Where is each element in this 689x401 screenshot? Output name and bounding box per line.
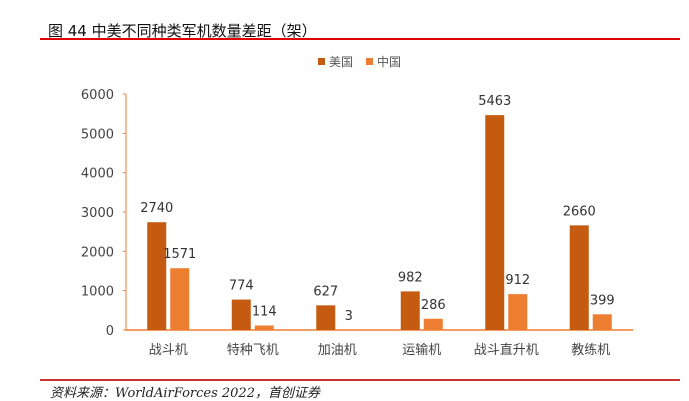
data-label: 2660	[563, 204, 596, 219]
y-tick-label: 2000	[81, 245, 114, 260]
data-label: 114	[252, 305, 277, 320]
y-tick-label: 6000	[81, 88, 114, 103]
bar-china	[592, 314, 612, 330]
bar-us	[316, 305, 336, 330]
bar-china	[508, 294, 528, 330]
x-tick-label: 教练机	[571, 342, 610, 358]
x-tick-label: 特种飞机	[227, 343, 279, 358]
y-tick-label: 0	[106, 324, 114, 339]
data-label: 5463	[478, 94, 511, 109]
data-label: 982	[398, 270, 423, 285]
x-tick-label: 战斗机	[149, 343, 188, 358]
source-divider	[40, 379, 680, 381]
y-tick-label: 3000	[81, 206, 114, 221]
legend-swatch	[318, 58, 325, 65]
bar-china	[170, 268, 190, 330]
bar-us	[485, 115, 505, 330]
bar-us	[569, 225, 589, 330]
data-label: 774	[229, 279, 254, 294]
y-tick-label: 1000	[81, 285, 114, 300]
legend-swatch	[366, 58, 373, 65]
data-label: 399	[590, 293, 615, 308]
bar-china	[254, 325, 274, 330]
data-label: 2740	[140, 201, 173, 216]
x-tick-label: 加油机	[318, 343, 357, 358]
title-divider	[40, 38, 680, 40]
data-label: 3	[345, 309, 353, 324]
data-label: 1571	[163, 247, 196, 262]
bar-us	[147, 222, 167, 330]
data-label: 286	[421, 298, 446, 313]
bar-china	[423, 318, 443, 330]
x-tick-label: 战斗直升机	[474, 343, 539, 358]
data-label: 627	[313, 284, 338, 299]
bar-us	[231, 299, 251, 330]
bar-us	[400, 291, 420, 330]
legend-label: 中国	[377, 54, 401, 69]
y-tick-label: 4000	[81, 167, 114, 182]
y-tick-label: 5000	[81, 127, 114, 142]
legend-label: 美国	[329, 55, 353, 69]
x-tick-label: 运输机	[402, 342, 441, 358]
source-note: 资料来源：WorldAirForces 2022，首创证券	[50, 386, 320, 401]
figure-title: 图 44 中美不同种类军机数量差距（架）	[48, 22, 317, 40]
data-label: 912	[505, 273, 530, 288]
